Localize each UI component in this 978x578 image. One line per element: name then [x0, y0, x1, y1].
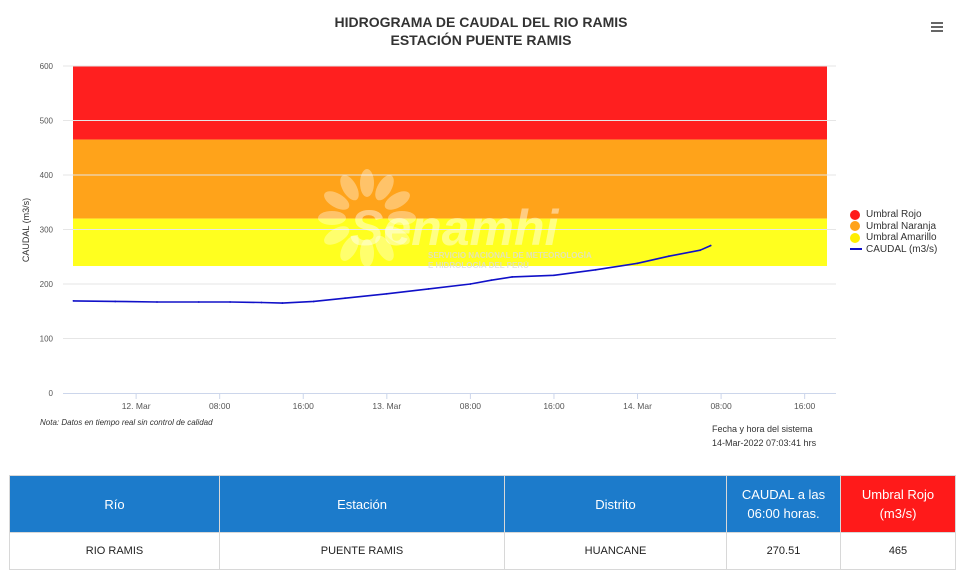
- band-umbral-rojo: [73, 66, 827, 140]
- y-tick-label: 0: [49, 389, 54, 398]
- grid-lines: [63, 65, 836, 339]
- system-datetime: Fecha y hora del sistema 14-Mar-2022 07:…: [712, 422, 816, 450]
- x-tick-label: 08:00: [710, 401, 732, 411]
- x-tick-label: 14. Mar: [623, 401, 652, 411]
- watermark-sun-ray: [384, 226, 410, 245]
- x-tick-label: 08:00: [460, 401, 482, 411]
- cell-caudal: 270.51: [726, 532, 841, 570]
- watermark-sun-ray: [384, 191, 410, 210]
- data-point: [490, 279, 493, 282]
- data-point: [594, 268, 597, 271]
- chart-title: HIDROGRAMA DE CAUDAL DEL RIO RAMIS: [335, 14, 628, 30]
- cell-distrito: HUANCANE: [504, 532, 727, 570]
- y-tick-label: 300: [40, 226, 54, 235]
- watermark-sun-ray: [324, 226, 350, 245]
- data-point: [72, 299, 75, 302]
- y-tick-label: 400: [40, 171, 54, 180]
- header-estacion: Estación: [219, 475, 505, 533]
- legend-dot-icon: [850, 221, 860, 232]
- cell-rio: RIO RAMIS: [9, 532, 220, 570]
- watermark-line-1: SERVICIO NACIONAL DE METEOROLOGÍA: [428, 251, 592, 260]
- y-axis: 0 100 200 300 400 500 600: [40, 62, 54, 398]
- hamburger-menu-icon[interactable]: [929, 20, 945, 34]
- legend-label: Umbral Amarillo: [866, 232, 937, 243]
- data-point: [156, 301, 158, 303]
- x-tick-label: 12. Mar: [122, 401, 151, 411]
- legend-item-caudal[interactable]: CAUDAL (m3/s): [850, 244, 937, 256]
- header-umbral-rojo: Umbral Rojo (m3/s): [840, 475, 956, 533]
- legend-item-umbral-rojo[interactable]: Umbral Rojo: [850, 209, 937, 221]
- watermark-sun-ray: [360, 169, 374, 197]
- data-point: [344, 297, 346, 300]
- data-point: [469, 283, 472, 285]
- watermark-sun-ray: [388, 211, 416, 225]
- data-point: [709, 244, 712, 247]
- watermark-sun-ray: [375, 175, 394, 201]
- data-point: [699, 249, 702, 252]
- y-tick-label: 500: [40, 117, 54, 126]
- y-axis-label: CAUDAL (m3/s): [21, 198, 31, 262]
- legend-dot-icon: [850, 209, 860, 220]
- data-point: [636, 262, 639, 265]
- station-table: Río Estación Distrito CAUDAL a las 06:00…: [9, 475, 956, 570]
- legend-item-umbral-naranja[interactable]: Umbral Naranja: [850, 221, 937, 233]
- threshold-bands: [73, 66, 827, 267]
- band-umbral-naranja: [73, 139, 827, 219]
- watermark-sun-ray: [318, 211, 346, 225]
- y-tick-label: 200: [40, 280, 54, 289]
- data-point: [260, 301, 263, 304]
- data-point: [667, 255, 670, 258]
- data-point: [197, 301, 200, 303]
- chart-subtitle: ESTACIÓN PUENTE RAMIS: [391, 31, 572, 48]
- header-rio: Río: [9, 475, 220, 533]
- legend-line-icon: [850, 248, 862, 251]
- data-point: [427, 288, 430, 290]
- watermark-sun-ray: [324, 191, 350, 210]
- legend-label: Umbral Naranja: [866, 220, 937, 232]
- watermark-logo-text: Senamhi: [350, 200, 560, 256]
- system-datetime-value: 14-Mar-2022 07:03:41 hrs: [712, 438, 817, 448]
- data-point: [553, 274, 555, 277]
- x-tick-label: 16:00: [543, 401, 565, 411]
- header-caudal: CAUDAL a las 06:00 horas.: [726, 475, 841, 533]
- table-header-row: Río Estación Distrito CAUDAL a las 06:00…: [9, 475, 956, 533]
- data-point: [312, 300, 315, 303]
- data-point: [114, 300, 117, 303]
- data-point: [229, 301, 232, 303]
- legend-label: Umbral Rojo: [866, 209, 922, 220]
- x-tick-label: 08:00: [209, 401, 231, 411]
- hydrograph-chart: HIDROGRAMA DE CAUDAL DEL RIO RAMIS ESTAC…: [21, 14, 836, 411]
- y-tick-label: 100: [40, 335, 54, 344]
- series-line-caudal: [73, 244, 711, 304]
- legend-label: CAUDAL (m3/s): [866, 243, 938, 255]
- cell-umbral-rojo: 465: [840, 532, 956, 570]
- watermark-sun-ray: [340, 175, 359, 201]
- x-tick-label: 16:00: [794, 401, 816, 411]
- watermark-sun-ray: [375, 235, 394, 261]
- watermark-line-2: E HIDROLOGÍA DEL PERÚ: [428, 261, 529, 270]
- series-layer: [72, 244, 712, 304]
- header-distrito: Distrito: [504, 475, 727, 533]
- y-tick-label: 600: [40, 62, 54, 71]
- legend-dot-icon: [850, 232, 860, 243]
- data-point: [385, 292, 388, 295]
- cell-estacion: PUENTE RAMIS: [219, 532, 505, 570]
- data-point: [511, 276, 514, 278]
- watermark-sun-ray: [340, 235, 359, 261]
- band-umbral-amarillo: [73, 218, 827, 267]
- quality-note: Nota: Datos en tiempo real sin control d…: [40, 418, 213, 427]
- x-tick-label: 16:00: [293, 401, 315, 411]
- system-datetime-label: Fecha y hora del sistema: [712, 424, 813, 434]
- x-tick-label: 13. Mar: [372, 401, 401, 411]
- x-axis: 12. Mar 08:00 16:00 13. Mar 08:00 16:00 14. Ma…: [63, 393, 836, 411]
- legend-item-umbral-amarillo[interactable]: Umbral Amarillo: [850, 232, 937, 244]
- table-row: RIO RAMIS PUENTE RAMIS HUANCANE 270.51 4…: [9, 532, 956, 570]
- data-point: [281, 302, 284, 304]
- watermark-sun-ray: [360, 239, 374, 267]
- chart-legend: Umbral Rojo Umbral Naranja Umbral Amaril…: [850, 209, 937, 255]
